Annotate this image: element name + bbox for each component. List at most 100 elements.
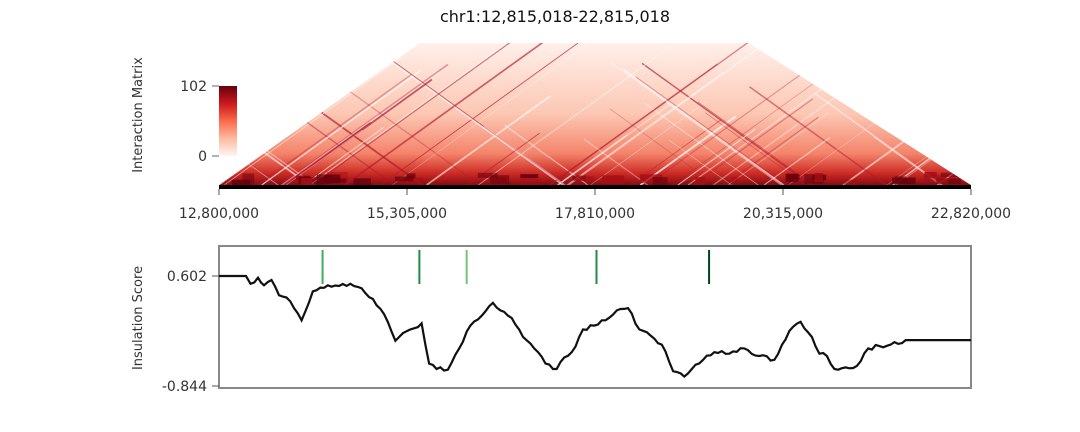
heatmap-stripe [723, 116, 819, 185]
heatmap-stripe [641, 62, 812, 185]
heatmap-hotspot [519, 178, 540, 185]
heatmap-stripe [895, 83, 971, 185]
chart-title: chr1:12,815,018-22,815,018 [440, 7, 670, 26]
heatmap-hotspot [326, 178, 347, 183]
heatmap-stripe [697, 101, 814, 185]
heatmap-hotspot [300, 177, 313, 185]
heatmap-stripe [219, 45, 310, 185]
heatmap-stripe [224, 57, 402, 185]
heatmap-stripe [426, 94, 552, 185]
heatmap-stripe [478, 43, 686, 185]
heatmap-stripe [609, 61, 782, 185]
heatmap-stripe [281, 114, 379, 185]
heatmap-hotspot [936, 178, 961, 184]
heatmap-stripe [705, 112, 806, 185]
heatmap-stripe [284, 78, 433, 185]
heatmap-hotspot [406, 173, 416, 179]
heatmap-stripe [283, 121, 371, 185]
heatmap-hotspot [940, 172, 964, 178]
heatmap-stripe [635, 76, 787, 185]
heatmap-stripe [344, 43, 574, 185]
heatmap-x-tick-label: 20,315,000 [743, 206, 823, 222]
heatmap-stripe [557, 103, 672, 185]
heatmap-hotspot [477, 172, 498, 178]
heatmap-x-tick-label: 17,810,000 [555, 206, 635, 222]
heatmap-hotspot [231, 179, 251, 185]
heatmap-stripe [380, 43, 579, 185]
heatmap-stripe [311, 43, 538, 185]
heatmap-stripe [549, 63, 718, 185]
heatmap-hotspot [489, 175, 510, 185]
heatmap-x-tick-label: 12,800,000 [179, 206, 259, 222]
heatmap-stripe [219, 43, 316, 185]
heatmap-hotspot [520, 174, 539, 179]
heatmap-hotspot [353, 178, 371, 185]
insulation-y-label: Insulation Score [131, 266, 146, 370]
heatmap-stripe [609, 108, 716, 185]
heatmap-hotspot [787, 174, 800, 180]
heatmap-x-tick-label: 22,820,000 [931, 206, 1011, 222]
heatmap-stripe [326, 43, 565, 185]
heatmap-stripe [646, 56, 825, 185]
heatmap-hotspot [639, 174, 663, 183]
heatmap-hotspot [695, 177, 706, 185]
heatmap-stripe [687, 83, 830, 185]
heatmap-stripe [568, 43, 786, 185]
heatmap-x-tick-label: 15,305,000 [367, 206, 447, 222]
heatmap-stripe [326, 43, 566, 185]
heatmap-hotspot [937, 179, 949, 185]
insulation-frame [218, 245, 972, 389]
heatmap-hotspot [924, 172, 937, 178]
heatmap-stripe [219, 79, 233, 185]
heatmap-stripe [727, 112, 829, 185]
heatmap-stripe [261, 69, 422, 185]
heatmap-hotspot [844, 179, 859, 185]
heatmap-stripe [280, 63, 449, 185]
heatmap-stripe [583, 138, 649, 185]
heatmap-stripe [309, 43, 562, 185]
tad-boundaries [321, 250, 711, 284]
insulation-y-tick-label: 0.602 [167, 269, 207, 285]
heatmap-x-ticks: 12,800,000 15,305,000 17,810,000 20,315,000… [179, 189, 1011, 222]
heatmap-stripe [257, 73, 412, 185]
heatmap-hotspot [242, 173, 255, 184]
heatmap-hotspot [923, 174, 948, 183]
heatmap-hotspot [814, 173, 823, 183]
heatmap-hotspot [316, 174, 332, 184]
heatmap-hotspot [394, 176, 414, 182]
heatmap-stripe [622, 68, 784, 185]
heatmap-hotspot [574, 176, 594, 181]
heatmap-fill [219, 43, 971, 185]
heatmap-stripe [936, 78, 971, 185]
heatmap-stripe [748, 86, 887, 185]
heatmap-hotspot [652, 177, 668, 185]
heatmap-stripe [483, 125, 566, 185]
heatmap-stripe [677, 128, 756, 185]
heatmap-stripe [644, 102, 759, 185]
heatmap-y-label: Interaction Matrix [131, 57, 146, 173]
heatmap-stripe [692, 98, 814, 185]
insulation-score-line [219, 274, 971, 379]
heatmap-stripe [391, 43, 611, 185]
heatmap-hotspot [895, 176, 907, 184]
colorbar-max-label: 102 [180, 79, 207, 95]
heatmap-stripe [557, 134, 628, 185]
heatmap-stripe [630, 119, 722, 185]
insulation-y-ticks: 0.602 -0.844 [162, 269, 219, 395]
colorbar [219, 86, 237, 156]
heatmap-stripe [763, 137, 831, 185]
heatmap-panel: Interaction Matrix 102 0 12,800,000 15,30… [131, 43, 1011, 222]
heatmap-stripe [668, 139, 732, 185]
heatmap-stripe [549, 43, 806, 185]
heatmap-stripe [566, 71, 724, 185]
insulation-y-tick-label: -0.844 [162, 379, 207, 395]
colorbar-min-label: 0 [198, 149, 207, 165]
heatmap-hotspot [804, 174, 824, 184]
heatmap-stripe [504, 124, 589, 185]
heatmap-stripe [815, 93, 943, 185]
heatmap-hotspot [404, 177, 424, 185]
heatmap-hotspot [602, 175, 625, 184]
heatmap-stripe [639, 115, 737, 185]
